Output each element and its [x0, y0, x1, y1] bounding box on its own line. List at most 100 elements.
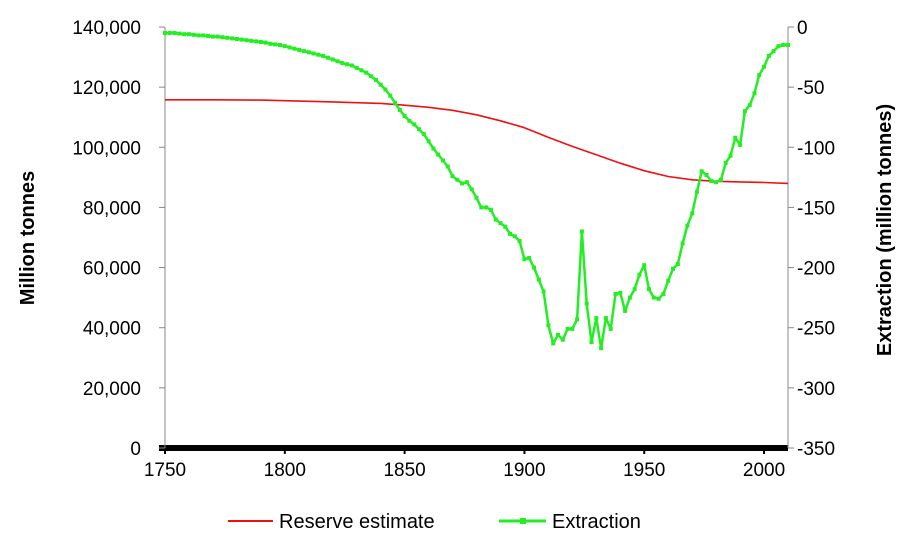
- data-point-extraction: [359, 68, 364, 73]
- plot-area: 1750 1800 1850 1900 1950 2000 0 20,000 40,000 60,…: [72, 18, 835, 481]
- x-tick-label: 1900: [503, 460, 545, 481]
- data-point-extraction: [565, 326, 570, 331]
- data-point-extraction: [469, 187, 474, 192]
- data-point-extraction: [623, 308, 628, 313]
- data-point-extraction: [316, 52, 321, 57]
- data-point-extraction: [177, 31, 182, 36]
- data-point-extraction: [642, 263, 647, 268]
- data-point-extraction: [512, 234, 517, 239]
- data-point-extraction: [503, 224, 508, 229]
- x-tick-label: 2000: [743, 460, 785, 481]
- data-point-extraction: [699, 169, 704, 174]
- data-point-extraction: [402, 114, 407, 118]
- data-point-extraction: [321, 53, 326, 58]
- data-point-extraction: [675, 262, 680, 266]
- data-point-extraction: [656, 296, 661, 301]
- series-line-extraction: [165, 31, 788, 350]
- data-point-extraction: [532, 265, 536, 270]
- data-point-extraction: [417, 127, 421, 132]
- data-point-extraction: [575, 317, 580, 322]
- data-point-extraction: [397, 108, 402, 112]
- data-point-extraction: [651, 295, 656, 300]
- y-right-tick-label: -250: [797, 319, 835, 340]
- data-point-extraction: [762, 64, 766, 69]
- data-point-extraction: [517, 239, 522, 244]
- data-point-extraction: [249, 38, 254, 43]
- x-tick-label: 1950: [623, 460, 665, 481]
- data-point-extraction: [220, 35, 225, 40]
- data-point-extraction: [325, 55, 330, 60]
- data-point-extraction: [460, 181, 465, 186]
- data-point-extraction: [599, 346, 604, 351]
- data-point-extraction: [369, 74, 374, 79]
- data-point-extraction: [560, 337, 565, 342]
- data-point-extraction: [637, 272, 642, 277]
- data-point-extraction: [694, 189, 699, 194]
- data-point-extraction: [263, 40, 268, 45]
- data-point-extraction: [191, 32, 196, 37]
- data-point-extraction: [210, 34, 215, 39]
- data-point-extraction: [766, 53, 771, 58]
- data-point-extraction: [393, 100, 397, 105]
- data-point-extraction: [273, 42, 278, 47]
- y-right-tick-label: 0: [797, 18, 808, 39]
- y-right-tick-label: -100: [797, 138, 835, 159]
- legend-item-reserve: Reserve estimate: [228, 511, 435, 533]
- data-point-extraction: [685, 223, 690, 228]
- data-point-extraction: [479, 205, 484, 210]
- legend-item-extraction: Extraction: [499, 511, 641, 533]
- data-point-extraction: [426, 139, 431, 144]
- data-point-extraction: [167, 31, 172, 35]
- legend-label-extraction: Extraction: [552, 511, 641, 533]
- data-point-extraction: [579, 229, 584, 234]
- data-point-extraction: [187, 32, 191, 37]
- data-point-extraction: [302, 49, 306, 54]
- data-point-extraction: [508, 231, 512, 236]
- data-point-extraction: [201, 33, 206, 38]
- data-point-extraction: [541, 289, 546, 294]
- data-point-extraction: [556, 332, 560, 337]
- y-left-tick-label: 140,000: [72, 18, 141, 39]
- data-point-extraction: [340, 61, 345, 66]
- y-right-tick-label: -150: [797, 198, 835, 219]
- data-point-extraction: [671, 266, 675, 271]
- data-point-extraction: [536, 277, 541, 282]
- data-point-extraction: [450, 174, 455, 179]
- data-point-extraction: [225, 35, 230, 40]
- data-point-extraction: [776, 44, 781, 49]
- data-point-extraction: [282, 44, 287, 49]
- data-point-extraction: [464, 180, 469, 185]
- legend: Reserve estimate Extraction: [228, 511, 641, 533]
- data-point-extraction: [771, 49, 776, 54]
- data-point-extraction: [455, 177, 460, 182]
- data-point-extraction: [244, 38, 249, 43]
- data-point-extraction: [603, 316, 608, 321]
- data-point-extraction: [728, 153, 733, 158]
- data-point-extraction: [292, 46, 297, 51]
- y-left-tick-label: 0: [130, 439, 141, 460]
- y-right-axis-title: Extraction (million tonnes): [874, 104, 896, 356]
- data-point-extraction: [407, 118, 412, 123]
- data-point-extraction: [306, 50, 311, 55]
- data-point-extraction: [278, 43, 282, 47]
- y-right-tick-label: -350: [797, 439, 835, 460]
- data-point-extraction: [493, 217, 498, 222]
- data-point-extraction: [704, 173, 709, 177]
- data-point-extraction: [436, 152, 441, 157]
- data-point-extraction: [690, 211, 695, 216]
- y-right-tick-label: -200: [797, 259, 835, 280]
- x-tick-label: 1750: [144, 460, 186, 481]
- data-point-extraction: [345, 62, 350, 67]
- data-point-extraction: [172, 31, 177, 35]
- data-point-extraction: [589, 340, 594, 345]
- data-point-extraction: [714, 180, 719, 185]
- data-point-extraction: [584, 301, 589, 306]
- data-point-extraction: [484, 205, 489, 210]
- data-point-extraction: [196, 33, 201, 38]
- y-right-tick-label: -300: [797, 379, 835, 400]
- y-left-axis-title: Million tonnes: [17, 171, 39, 305]
- data-point-extraction: [364, 70, 369, 75]
- legend-marker-extraction: [520, 518, 526, 524]
- data-point-extraction: [608, 326, 613, 331]
